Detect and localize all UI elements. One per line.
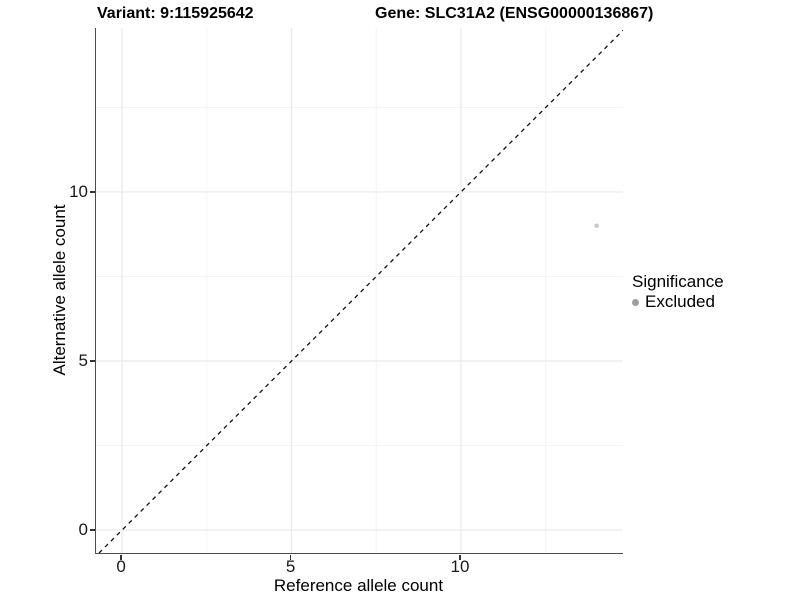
data-point: [594, 223, 599, 229]
y-tick-label: 0: [78, 520, 88, 539]
y-tick-mark: [90, 529, 95, 531]
y-tick-label: 5: [78, 350, 88, 370]
y-tick-label: 10: [69, 181, 88, 201]
legend-item-label: Excluded: [645, 292, 715, 311]
x-axis-title: Reference allele count: [273, 576, 444, 595]
x-tick-label: 0: [116, 557, 126, 576]
x-tick-label: 5: [285, 557, 296, 576]
x-tick-label: 10: [450, 557, 470, 576]
legend-title: Significance: [632, 272, 724, 291]
legend-item: Excluded: [632, 292, 724, 312]
x-tick-mark: [459, 555, 461, 560]
plot-canvas: [96, 28, 623, 553]
x-tick-mark: [120, 555, 122, 560]
y-tick-mark: [90, 360, 95, 362]
plot-title-variant: Variant: 9:115925642: [97, 5, 254, 22]
y-tick-mark: [90, 191, 95, 193]
legend-key-dot-icon: [632, 298, 639, 306]
plot-panel: [95, 28, 623, 554]
legend: Significance Excluded: [632, 271, 724, 312]
y-axis-title: Alternative allele count: [50, 204, 69, 376]
plot-title-gene: Gene: SLC31A2 (ENSG00000136867): [375, 5, 654, 22]
x-tick-mark: [289, 555, 292, 560]
identity-reference-line: [98, 29, 623, 553]
legend-items: Excluded: [632, 292, 724, 312]
